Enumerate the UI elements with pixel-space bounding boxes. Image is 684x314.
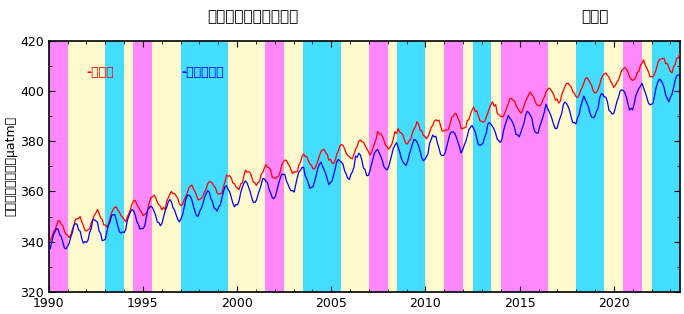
Bar	[265, 41, 284, 292]
Bar	[652, 41, 680, 292]
Bar	[49, 41, 68, 292]
Bar	[445, 41, 463, 292]
Bar	[473, 41, 491, 292]
Bar	[105, 41, 124, 292]
Y-axis label: 二酸化炭素分圧（μatm）: 二酸化炭素分圧（μatm）	[4, 116, 17, 216]
Bar	[576, 41, 605, 292]
Text: -表面海水中: -表面海水中	[181, 66, 224, 79]
Bar	[501, 41, 548, 292]
Bar	[397, 41, 425, 292]
Text: 月平均二酸化炭素分圧: 月平均二酸化炭素分圧	[207, 9, 299, 24]
Bar	[623, 41, 642, 292]
Text: 太平洋: 太平洋	[581, 9, 609, 24]
Bar	[303, 41, 341, 292]
Bar	[133, 41, 153, 292]
Text: -大気中: -大気中	[87, 66, 114, 79]
Bar	[181, 41, 228, 292]
Bar	[369, 41, 388, 292]
